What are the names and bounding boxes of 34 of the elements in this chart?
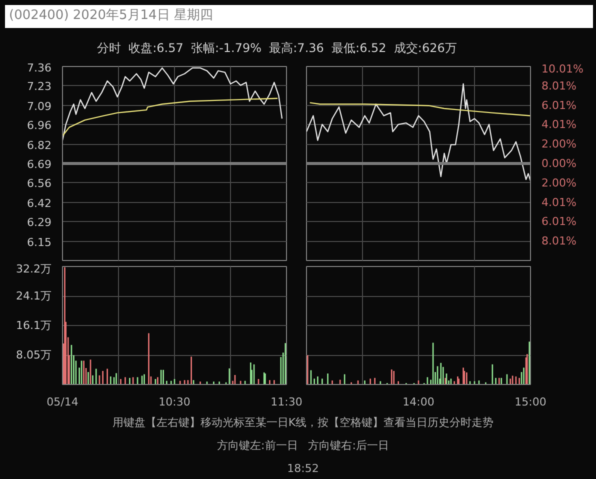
text: 6.01%	[542, 98, 576, 112]
text: 18:52	[287, 462, 319, 475]
text: 0.00%	[542, 156, 576, 170]
text: 2.00%	[542, 176, 576, 190]
y-tick-label: 32.2万	[16, 262, 52, 276]
y-tick-label: 6.82	[27, 138, 52, 152]
y-tick-label: 8.05万	[16, 348, 52, 362]
text: 8.01%	[542, 79, 576, 92]
y-tick-label: 7.09	[27, 100, 52, 113]
y-tick-label: 24.1万	[16, 289, 52, 302]
text: 8.01%	[542, 234, 576, 248]
text: 4.01%	[542, 118, 576, 131]
text: 4.01%	[542, 196, 576, 209]
x-tick-label: 05/14	[46, 395, 78, 408]
x-tick-label: 15:00	[514, 395, 546, 408]
y-tick-label: 6.42	[27, 196, 52, 210]
x-tick-label: 10:30	[158, 395, 190, 408]
y-tick-label: 6.56	[27, 176, 52, 190]
text: 2.00%	[542, 137, 576, 150]
text: 用键盘【左右键】移动光标至某一日K线，按【空格键】查看当日历史分时走势	[112, 416, 494, 429]
y-tick-label: 7.36	[27, 61, 52, 74]
y-tick-label: 6.69	[27, 158, 52, 171]
text: 10.01%	[542, 62, 584, 76]
text: 方向键左:前一日 方向键右:后一日	[217, 438, 389, 452]
y-tick-label: 7.23	[27, 80, 52, 93]
x-tick-label: 14:00	[402, 395, 434, 408]
y-tick-label: 6.15	[27, 236, 52, 249]
text: 6.01%	[542, 214, 576, 228]
y-tick-label: 6.29	[27, 216, 52, 229]
y-tick-label: 6.96	[27, 118, 52, 132]
chart-title: (002400) 2020年5月14日 星期四	[9, 7, 213, 25]
y-tick-label: 16.1万	[16, 318, 52, 332]
x-tick-label: 11:30	[270, 395, 302, 408]
chart-subtitle: 分时 收盘:6.57 张幅:-1.79% 最高:7.36 最低:6.52 成交:626万	[97, 40, 457, 57]
